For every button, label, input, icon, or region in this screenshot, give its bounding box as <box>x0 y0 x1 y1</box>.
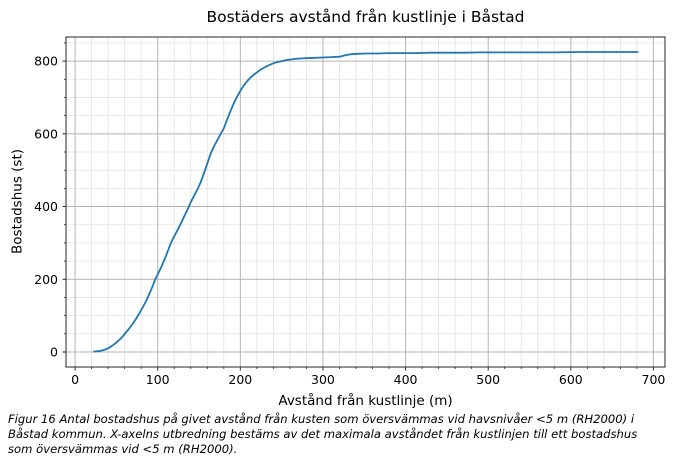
axes-frame <box>65 36 666 368</box>
figure-caption: Figur 16 Antal bostadshus på givet avstå… <box>8 412 698 457</box>
x-axis-label: Avstånd från kustlinje (m) <box>278 393 453 409</box>
data-line <box>93 51 639 353</box>
x-tick-label: 600 <box>559 372 583 387</box>
x-tick-label: 300 <box>311 372 335 387</box>
x-tick-label: 500 <box>476 372 500 387</box>
chart-title: Bostäders avstånd från kustlinje i Båsta… <box>206 8 525 26</box>
y-tick-label: 600 <box>34 126 58 141</box>
y-tick-label: 800 <box>34 54 58 69</box>
caption-line: Båstad kommun. X-axelns utbredning bestä… <box>8 426 638 441</box>
y-tick-label: 400 <box>34 199 58 214</box>
caption-line: Figur 16 Antal bostadshus på givet avstå… <box>8 412 635 426</box>
caption-line: som översvämmas vid <5 m (RH2000). <box>8 441 238 456</box>
x-tick-label: 200 <box>228 372 252 387</box>
x-tick-label: 700 <box>642 372 666 387</box>
x-tick-label: 400 <box>394 372 418 387</box>
y-axis-label: Bostadshus (st) <box>9 148 26 255</box>
y-tick-label: 200 <box>34 272 58 287</box>
x-tick-label: 0 <box>71 372 79 387</box>
x-tick-label: 100 <box>146 372 170 387</box>
y-tick-label: 0 <box>50 345 58 360</box>
